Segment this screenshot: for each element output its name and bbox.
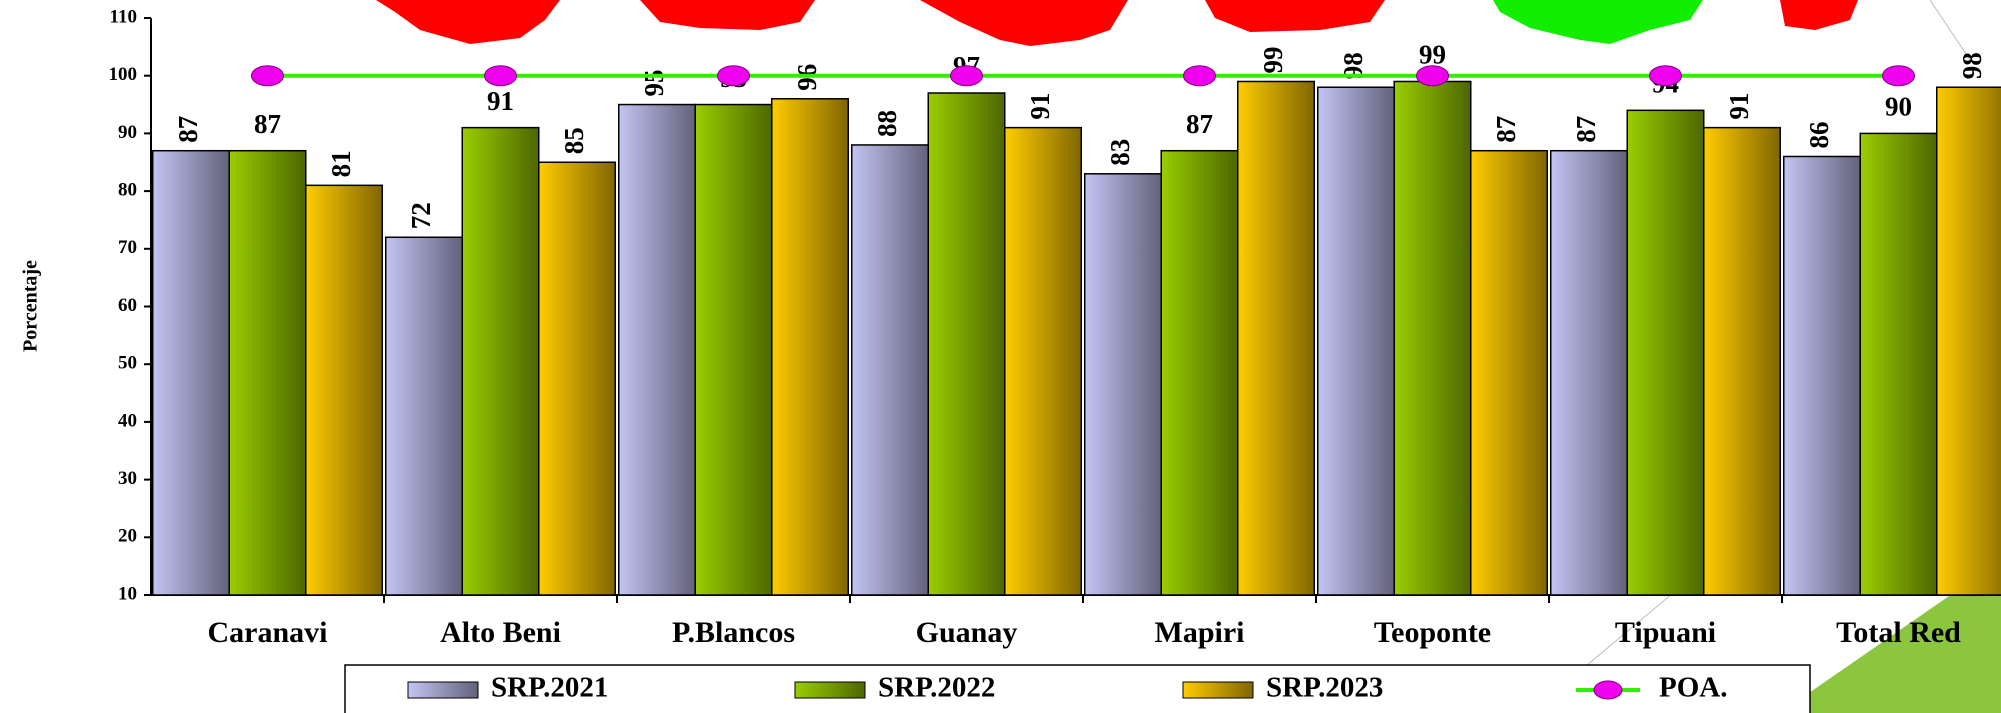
y-tick-label: 70 xyxy=(118,237,137,258)
bar xyxy=(385,236,463,596)
legend-label: SRP.2023 xyxy=(1266,672,1383,704)
value-label: 87 xyxy=(173,116,203,143)
bar xyxy=(927,92,1006,596)
map-icon xyxy=(1780,0,1858,30)
y-tick-label: 40 xyxy=(118,410,137,431)
value-label: 81 xyxy=(326,150,356,177)
bar xyxy=(1317,86,1395,596)
x-tick-label: Mapiri xyxy=(1155,616,1245,649)
bar xyxy=(461,126,540,596)
legend-swatch xyxy=(1182,681,1254,699)
value-label: 87 xyxy=(1491,116,1521,143)
value-label: 90 xyxy=(1885,92,1912,122)
bar xyxy=(1470,149,1548,596)
y-tick-label: 100 xyxy=(109,64,138,85)
map-icon xyxy=(920,0,1128,46)
x-tick-label: Tipuani xyxy=(1615,616,1716,649)
bar xyxy=(228,149,307,596)
map-icon xyxy=(640,0,815,30)
x-tick-label: Total Red xyxy=(1836,616,1961,649)
decor-maps xyxy=(376,0,1858,46)
bar xyxy=(305,184,383,596)
value-label: 95 xyxy=(639,70,669,97)
y-tick-label: 90 xyxy=(118,122,137,143)
bar xyxy=(851,144,929,596)
value-label: 98 xyxy=(1957,52,1987,79)
bar xyxy=(1393,80,1472,596)
x-tick-label: Guanay xyxy=(916,616,1018,649)
value-label: 91 xyxy=(1724,93,1754,120)
x-tick-label: Teoponte xyxy=(1374,616,1491,649)
bar xyxy=(152,149,230,596)
y-tick-label: 80 xyxy=(118,179,137,200)
x-tick-label: Caranavi xyxy=(208,616,328,649)
legend-label: POA. xyxy=(1659,672,1727,704)
value-label: 87 xyxy=(254,109,281,139)
y-tick-label: 20 xyxy=(118,526,137,547)
bar xyxy=(1084,173,1162,596)
bar xyxy=(538,161,616,596)
value-label: 83 xyxy=(1105,139,1135,166)
marker xyxy=(1416,65,1449,87)
map-icon xyxy=(1205,0,1385,32)
legend-swatch xyxy=(794,681,866,699)
bar xyxy=(1936,86,2001,596)
value-label: 85 xyxy=(559,127,589,154)
map-icon xyxy=(376,0,560,44)
y-tick-label: 10 xyxy=(118,583,137,604)
x-tick-label: P.Blancos xyxy=(672,616,795,649)
bar xyxy=(1783,155,1861,596)
x-tick-label: Alto Beni xyxy=(440,616,561,649)
map-icon xyxy=(1493,0,1703,44)
decor-triangle xyxy=(1780,560,2001,713)
marker xyxy=(1649,65,1682,87)
y-tick-label: 50 xyxy=(118,353,137,374)
y-axis-label: Porcentaje xyxy=(20,260,42,352)
marker xyxy=(484,65,517,87)
marker xyxy=(950,65,983,87)
bar xyxy=(1004,126,1082,596)
bar xyxy=(1703,126,1781,596)
bar xyxy=(771,98,849,596)
value-label: 91 xyxy=(487,86,514,116)
bar xyxy=(1859,132,1938,596)
y-tick-label: 110 xyxy=(110,6,137,27)
legend-box xyxy=(344,664,1811,713)
bar xyxy=(1237,80,1315,596)
bar xyxy=(1550,149,1628,596)
marker xyxy=(1882,65,1915,87)
decor-line xyxy=(1929,0,1971,61)
value-label: 91 xyxy=(1025,93,1055,120)
bar xyxy=(618,103,696,596)
value-label: 99 xyxy=(1258,46,1288,73)
value-label: 86 xyxy=(1804,121,1834,148)
legend-label: SRP.2021 xyxy=(491,672,608,704)
y-tick-label: 60 xyxy=(118,295,137,316)
marker xyxy=(251,65,284,87)
value-label: 72 xyxy=(406,202,436,229)
value-label: 87 xyxy=(1571,116,1601,143)
value-label: 99 xyxy=(1419,40,1446,70)
legend-label: SRP.2022 xyxy=(878,672,995,704)
marker xyxy=(717,65,750,87)
bar xyxy=(1626,109,1705,596)
legend-marker xyxy=(1593,680,1623,700)
value-label: 88 xyxy=(872,110,902,137)
bar xyxy=(694,103,773,596)
value-label: 87 xyxy=(1186,109,1213,139)
legend-swatch xyxy=(407,681,479,699)
bar xyxy=(1160,149,1239,596)
marker xyxy=(1183,65,1216,87)
y-tick-label: 30 xyxy=(118,468,137,489)
